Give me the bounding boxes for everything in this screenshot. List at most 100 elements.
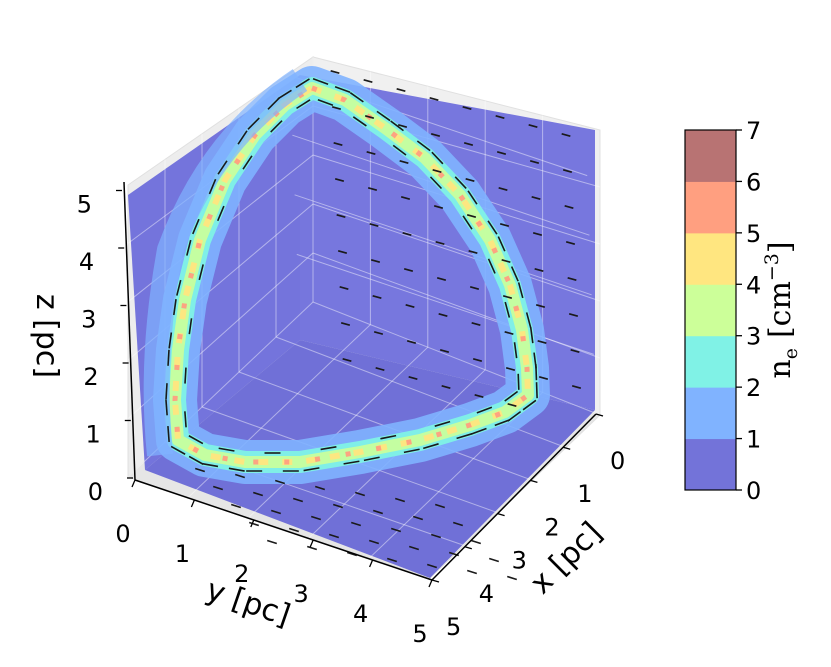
field-arrow-pane: [565, 241, 576, 245]
field-arrow: [363, 456, 380, 462]
field-arrow-floor: [368, 539, 380, 545]
field-arrow-floor: [354, 491, 366, 497]
field-arrow: [176, 279, 182, 296]
z-tick-label: 0: [88, 478, 103, 506]
field-arrow: [517, 373, 520, 390]
x-tick-label: 0: [610, 447, 625, 475]
field-arrow: [429, 176, 443, 190]
field-arrow: [217, 160, 228, 175]
y-tick-label: 5: [412, 620, 427, 648]
x-tick-label: 4: [479, 580, 494, 608]
colorbar-level: [685, 438, 736, 491]
field-arrow-pane: [502, 295, 513, 299]
x-tick-label: 2: [544, 513, 559, 541]
field-arrow: [403, 448, 420, 454]
colorbar-tick-label: 2: [746, 374, 761, 402]
field-arrow: [188, 455, 204, 465]
colorbar-level: [685, 284, 736, 337]
x-tick-label: 5: [446, 613, 461, 641]
field-arrow-floor: [306, 545, 318, 551]
field-arrow-pane: [396, 88, 406, 92]
colorbar-tick-label: 0: [746, 477, 761, 505]
field-arrow: [216, 205, 225, 222]
field-arrow: [242, 155, 253, 170]
field-arrow-pane: [333, 142, 343, 146]
field-arrow-floor: [346, 551, 358, 557]
field-arrow-pane: [564, 205, 574, 209]
x-tick-mark: [595, 413, 604, 417]
field-arrow-pane: [561, 133, 571, 137]
field-arrow: [188, 435, 204, 445]
field-arrow: [467, 190, 478, 205]
x-tick-mark: [530, 479, 538, 484]
field-arrow: [510, 266, 519, 282]
field-arrow-pane: [472, 358, 483, 362]
z-axis-line: [123, 181, 136, 481]
field-arrow-pane: [331, 106, 342, 110]
y-tick-mark: [309, 539, 314, 548]
y-axis-line: [134, 479, 433, 581]
field-arrow: [535, 382, 538, 399]
colorbar-tick-label: 1: [746, 426, 761, 454]
field-arrow-pane: [469, 286, 480, 290]
colorbar-label-sub: e: [780, 348, 802, 359]
field-arrow-pane: [531, 196, 541, 200]
field-arrow: [312, 78, 329, 86]
field-arrow: [184, 367, 187, 384]
field-arrow: [392, 144, 407, 156]
colorbar-tick-label: 7: [746, 117, 761, 145]
field-arrow: [186, 239, 192, 256]
z-tick-label: 1: [86, 421, 101, 449]
field-arrow-pane: [466, 214, 477, 218]
field-arrow-pane: [538, 376, 549, 380]
field-arrow-pane: [499, 223, 510, 227]
colorbar-level: [685, 387, 736, 440]
colorbar-label-base: n: [763, 359, 798, 378]
field-arrow-pane: [507, 403, 517, 407]
y-tick-label: 4: [353, 600, 368, 628]
field-arrow: [349, 92, 364, 103]
field-arrow-pane: [406, 340, 417, 344]
field-arrow-pane: [429, 97, 439, 101]
y-tick-label: 0: [115, 520, 130, 548]
field-arrow-pane: [339, 286, 349, 290]
field-arrow: [267, 97, 280, 110]
field-arrow-floor: [252, 491, 264, 497]
field-arrow-floor: [230, 503, 242, 509]
field-arrow-pane: [505, 367, 516, 371]
field-arrow-pane: [367, 187, 378, 191]
field-arrow: [507, 411, 522, 422]
field-arrow: [167, 425, 170, 443]
field-arrow: [165, 383, 168, 400]
field-arrow-pane: [496, 151, 507, 155]
z-tick-label: 3: [81, 306, 96, 334]
y-tick-mark: [190, 499, 195, 508]
x-tick-mark: [464, 546, 472, 550]
field-arrow-pane: [340, 322, 351, 326]
field-arrow: [277, 89, 292, 100]
field-arrow: [423, 443, 439, 450]
field-arrow: [352, 116, 367, 127]
field-arrow-pane: [468, 250, 478, 254]
field-arrow-pane: [439, 349, 450, 353]
field-arrow-pane: [373, 331, 384, 335]
field-arrow: [198, 264, 204, 281]
colorbar-outline: [684, 129, 737, 491]
field-arrow: [218, 447, 235, 452]
field-arrow-floor: [506, 575, 518, 581]
field-arrow: [535, 364, 538, 381]
field-arrow-floor: [194, 467, 206, 473]
colorbar-tick-label: 6: [746, 168, 761, 196]
field-arrow-pane: [366, 151, 376, 155]
colorbar-tick-label: 3: [746, 323, 761, 351]
field-arrow-pane: [562, 169, 573, 173]
field-arrow: [456, 433, 473, 440]
colorbar-label: ne [cm−3]: [761, 241, 802, 378]
field-arrow-floor: [314, 485, 326, 491]
field-arrow-floor: [488, 557, 500, 563]
field-arrow-pane: [372, 295, 382, 299]
field-arrow-pane: [529, 160, 540, 164]
